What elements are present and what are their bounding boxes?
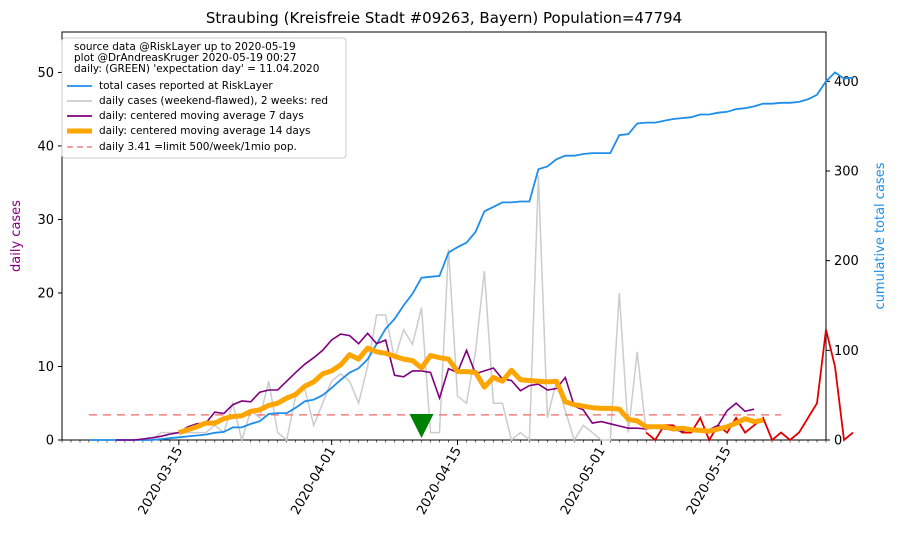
legend-header-plot: plot @DrAndreasKruger 2020-05-19 00:27 — [74, 52, 297, 64]
y-left-tick-label: 0 — [46, 434, 54, 449]
series-ma14-line — [178, 345, 764, 435]
legend-label-ma14: daily: centered moving average 14 days — [99, 125, 311, 137]
y-right-tick-label: 100 — [834, 344, 859, 359]
y-right-tick-label: 0 — [834, 434, 842, 449]
plot-frame — [61, 31, 827, 441]
legend-header-expectation: daily: (GREEN) 'expectation day' = 11.04… — [74, 63, 319, 75]
y-right-tick-label: 200 — [834, 254, 859, 269]
legend-box — [61, 37, 347, 159]
plot-area: 2020-03-15 2020-04-01 2020-04-15 2020-05-01… — [37, 31, 859, 517]
y-left-tick-label: 50 — [37, 66, 54, 81]
y-left-tick-label: 10 — [37, 360, 54, 375]
y-axis-right-label: cumulative total cases — [873, 162, 888, 309]
series-total-line — [89, 71, 854, 441]
expectation-day-marker — [409, 414, 434, 438]
y-right-tick-label: 400 — [834, 75, 859, 90]
legend-label-total: total cases reported at RiskLayer — [99, 80, 273, 92]
legend-label-daily: daily cases (weekend-flawed), 2 weeks: r… — [99, 95, 328, 107]
y-axis-left-label: daily cases — [9, 200, 24, 272]
legend-label-limit: daily 3.41 =limit 500/week/1mio pop. — [99, 141, 297, 153]
y-right-tick-label: 300 — [834, 164, 859, 179]
y-left-tick-label: 40 — [37, 139, 54, 154]
legend-header-source: source data @RiskLayer up to 2020-05-19 — [74, 41, 296, 53]
legend-label-ma7: daily: centered moving average 7 days — [99, 110, 304, 122]
y-left-tick-label: 20 — [37, 286, 54, 301]
chart-title: Straubing (Kreisfreie Stadt #09263, Baye… — [206, 9, 682, 27]
y-left-tick-label: 30 — [37, 213, 54, 228]
legend: source data @RiskLayer up to 2020-05-19 … — [61, 37, 347, 159]
